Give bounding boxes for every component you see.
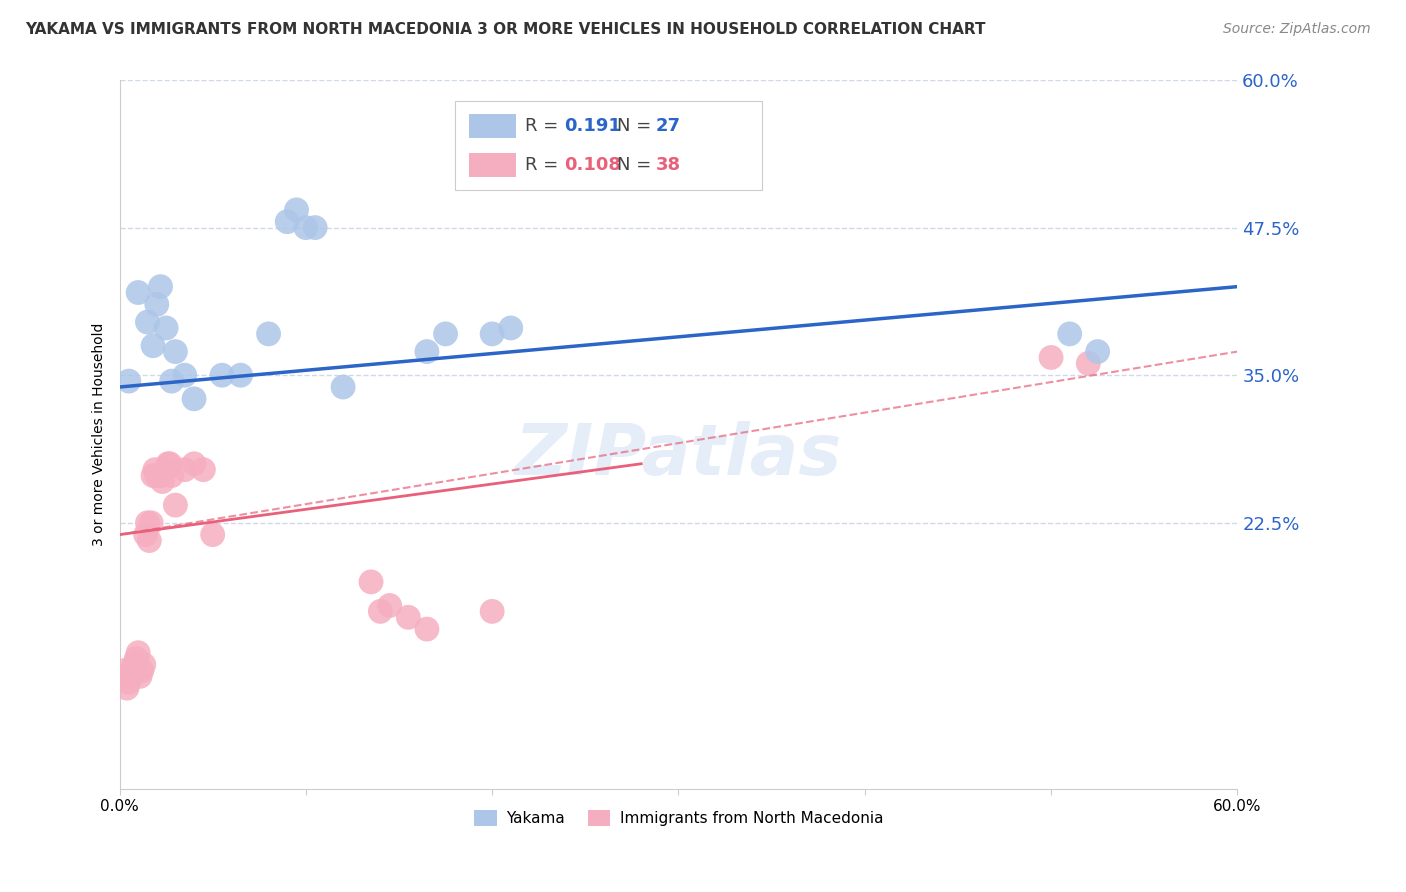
Point [159, 457, 181, 471]
Point [142, 468, 165, 483]
Text: YAKAMA VS IMMIGRANTS FROM NORTH MACEDONIA 3 OR MORE VEHICLES IN HOUSEHOLD CORREL: YAKAMA VS IMMIGRANTS FROM NORTH MACEDONI… [25, 22, 986, 37]
Point [141, 516, 163, 530]
Point [160, 468, 183, 483]
FancyBboxPatch shape [456, 101, 762, 190]
Point [114, 664, 136, 678]
Point [132, 657, 155, 672]
Point [257, 326, 280, 341]
Text: Source: ZipAtlas.com: Source: ZipAtlas.com [1223, 22, 1371, 37]
Point [118, 374, 141, 388]
Point [183, 457, 205, 471]
Text: 27: 27 [657, 117, 681, 135]
Point [146, 297, 169, 311]
Point [360, 574, 382, 589]
Text: ZIPatlas: ZIPatlas [515, 421, 842, 490]
Point [285, 202, 308, 217]
Point [149, 279, 172, 293]
Point [155, 463, 177, 477]
Point [115, 681, 138, 695]
Point [332, 380, 354, 394]
Point [211, 368, 233, 383]
Text: N =: N = [617, 156, 657, 174]
Point [136, 516, 159, 530]
Point [193, 463, 215, 477]
Point [136, 315, 159, 329]
Point [127, 285, 149, 300]
Point [150, 475, 173, 489]
Point [1059, 326, 1081, 341]
Point [125, 651, 148, 665]
Point [183, 392, 205, 406]
Point [396, 610, 419, 624]
Point [112, 669, 135, 683]
Text: 0.191: 0.191 [564, 117, 621, 135]
Point [165, 498, 187, 512]
Point [127, 646, 149, 660]
Point [555, 108, 578, 122]
Point [378, 599, 401, 613]
Point [1077, 356, 1099, 370]
Point [481, 326, 503, 341]
Text: R =: R = [526, 117, 564, 135]
Point [160, 374, 183, 388]
Point [574, 132, 596, 146]
Point [131, 664, 153, 678]
Y-axis label: 3 or more Vehicles in Household: 3 or more Vehicles in Household [93, 323, 107, 546]
Text: 0.108: 0.108 [564, 156, 621, 174]
Legend: Yakama, Immigrants from North Macedonia: Yakama, Immigrants from North Macedonia [467, 803, 891, 834]
Point [138, 533, 160, 548]
Point [276, 215, 298, 229]
Point [146, 468, 169, 483]
Point [370, 604, 392, 618]
Point [1040, 351, 1063, 365]
Point [416, 622, 439, 636]
Point [135, 527, 157, 541]
Point [155, 321, 177, 335]
Point [129, 669, 152, 683]
Point [304, 220, 326, 235]
Point [156, 457, 179, 471]
Text: R =: R = [526, 156, 564, 174]
Text: 38: 38 [657, 156, 682, 174]
Point [173, 368, 195, 383]
Point [434, 326, 457, 341]
Point [295, 220, 318, 235]
Text: N =: N = [617, 117, 657, 135]
Point [149, 468, 172, 483]
Point [201, 527, 224, 541]
Point [120, 669, 142, 683]
Point [173, 463, 195, 477]
Point [165, 344, 187, 359]
Point [143, 463, 166, 477]
Point [142, 339, 165, 353]
Point [118, 675, 141, 690]
Point [229, 368, 252, 383]
Point [416, 344, 439, 359]
FancyBboxPatch shape [470, 114, 516, 138]
Point [481, 604, 503, 618]
FancyBboxPatch shape [470, 153, 516, 177]
Point [121, 664, 143, 678]
Point [124, 657, 146, 672]
Point [499, 321, 522, 335]
Point [1087, 344, 1109, 359]
